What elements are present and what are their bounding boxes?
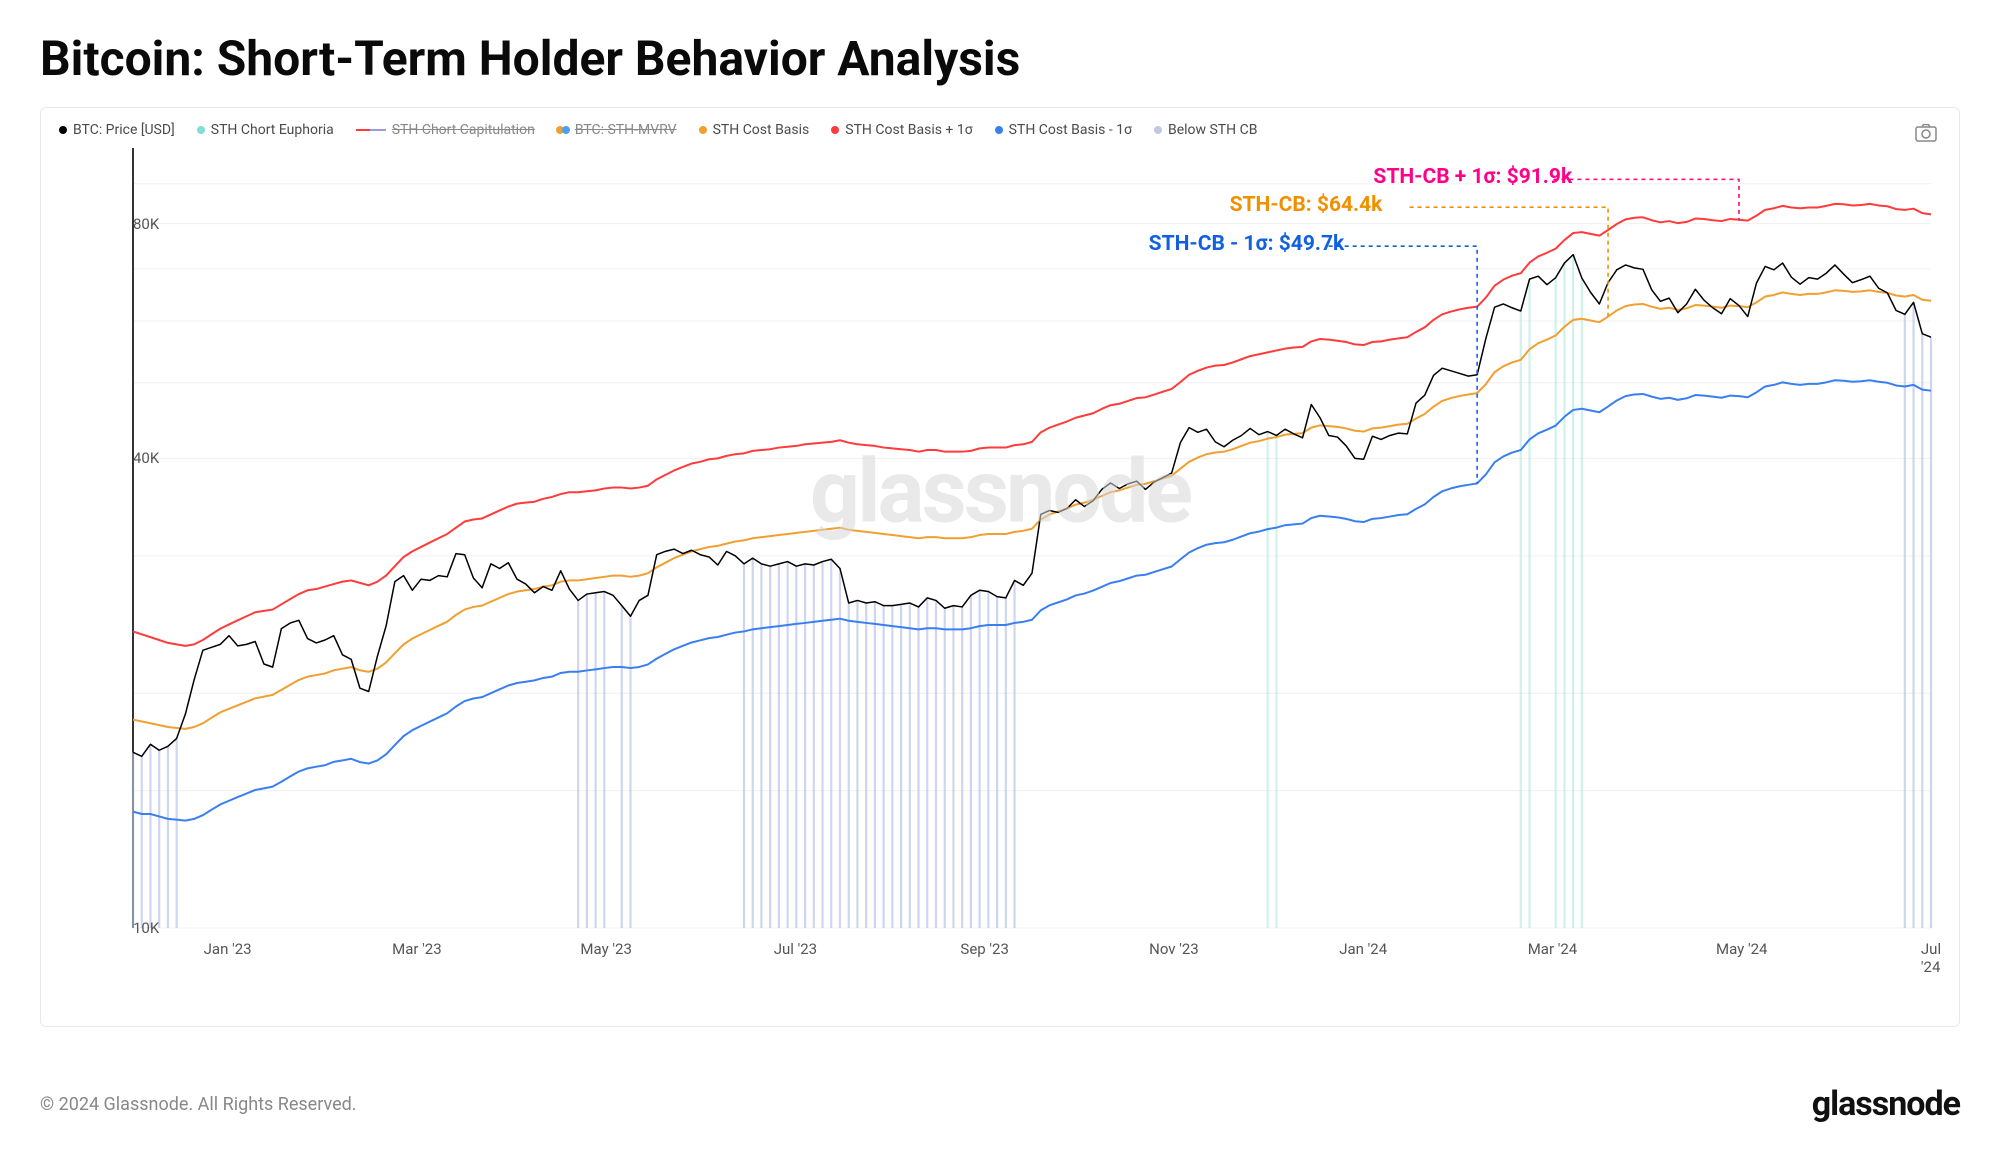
legend-label: STH Cost Basis [713, 122, 810, 138]
legend-item-capitulation[interactable]: STH Chort Capitulation [356, 122, 535, 138]
legend-item-minus[interactable]: STH Cost Basis - 1σ [995, 122, 1132, 138]
page-title: Bitcoin: Short-Term Holder Behavior Anal… [40, 30, 1960, 87]
chart-annotation: STH-CB - 1σ: $49.7k [1149, 232, 1345, 256]
x-tick-label: Jan '24 [1339, 928, 1387, 958]
legend-label: BTC: STH-MVRV [575, 122, 677, 138]
x-tick-label: Jul '24 [1921, 928, 1941, 976]
legend-label: BTC: Price [USD] [73, 122, 175, 138]
chart-annotation: STH-CB: $64.4k [1230, 193, 1383, 217]
chart-container: BTC: Price [USD] STH Chort Euphoria STH Ch… [40, 107, 1960, 1027]
legend-item-below[interactable]: Below STH CB [1154, 122, 1258, 138]
legend-item-mvrv[interactable]: BTC: STH-MVRV [557, 122, 677, 138]
chart-annotation: STH-CB + 1σ: $91.9k [1373, 165, 1572, 189]
footer: © 2024 Glassnode. All Rights Reserved. g… [40, 1084, 1960, 1124]
x-tick-label: May '24 [1716, 928, 1767, 958]
plot-area: glassnode 10K40K80KJan '23Mar '23May '23… [59, 148, 1941, 968]
legend-item-euphoria[interactable]: STH Chort Euphoria [197, 122, 334, 138]
x-tick-label: Nov '23 [1149, 928, 1199, 958]
legend-label: STH Chort Capitulation [392, 122, 535, 138]
legend-label: Below STH CB [1168, 122, 1258, 138]
chart-legend: BTC: Price [USD] STH Chort Euphoria STH Ch… [59, 122, 1941, 138]
legend-label: STH Chort Euphoria [211, 122, 334, 138]
x-tick-label: Jul '23 [774, 928, 817, 958]
x-tick-label: Jan '23 [204, 928, 252, 958]
x-tick-label: Sep '23 [960, 928, 1009, 958]
y-tick-label: 40K [133, 449, 143, 467]
copyright-text: © 2024 Glassnode. All Rights Reserved. [40, 1094, 357, 1115]
legend-item-costbasis[interactable]: STH Cost Basis [699, 122, 810, 138]
x-tick-label: Mar '24 [1528, 928, 1578, 958]
legend-item-price[interactable]: BTC: Price [USD] [59, 122, 175, 138]
x-tick-label: Mar '23 [392, 928, 442, 958]
legend-label: STH Cost Basis + 1σ [845, 122, 972, 138]
chart-svg [59, 148, 1941, 968]
x-tick-label: May '23 [580, 928, 631, 958]
legend-item-plus[interactable]: STH Cost Basis + 1σ [831, 122, 972, 138]
screenshot-icon[interactable] [1915, 124, 1937, 142]
legend-label: STH Cost Basis - 1σ [1009, 122, 1132, 138]
brand-logo: glassnode [1812, 1084, 1960, 1124]
y-tick-label: 10K [133, 919, 143, 937]
y-tick-label: 80K [133, 215, 143, 233]
